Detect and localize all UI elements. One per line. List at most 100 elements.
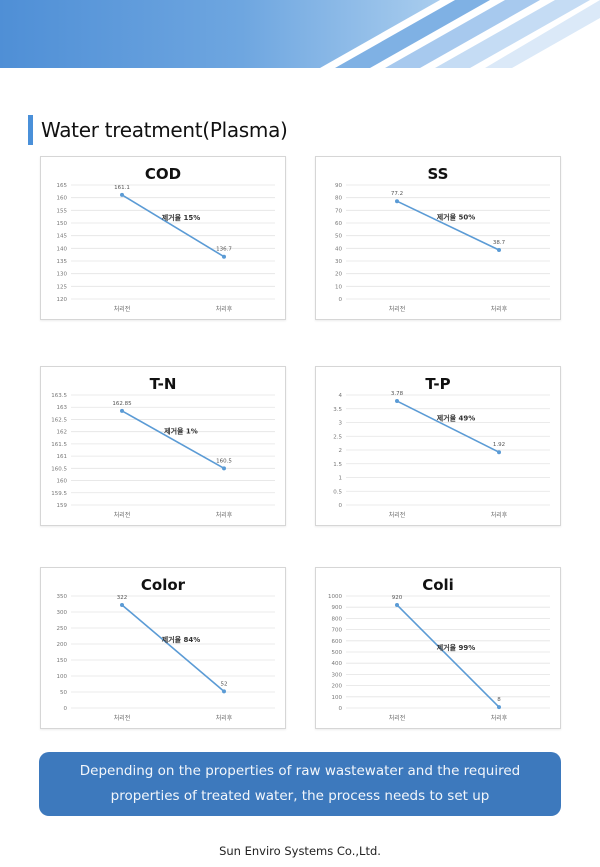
data-point [120,408,124,413]
x-tick-label: 처리후 [216,305,233,313]
chart-card-ss: SS 0 10 20 30 40 50 60 70 80 90 처리전 처리후 77.2 38.7 제거율 5… [315,156,561,320]
y-tick-label: 162.5 [51,417,67,423]
y-tick-label: 135 [57,259,68,265]
chart-title: Coli [422,576,454,594]
removal-rate-annotation: 제거율 99% [437,643,476,652]
x-tick-label: 처리전 [114,305,131,313]
x-tick-label: 처리후 [491,305,508,313]
y-tick-label: 0 [339,706,343,712]
y-tick-label: 120 [57,297,68,303]
chart-title: SS [428,165,449,183]
x-tick-label: 처리후 [216,714,233,722]
data-label: 1.92 [493,442,505,448]
y-tick-label: 1.5 [333,462,342,468]
y-tick-label: 1000 [328,594,342,600]
chart-color: Color 0 50 100 150 200 250 300 350 처리전 처리후 322 52 제거율… [57,576,275,722]
data-label: 38.7 [493,240,506,246]
removal-rate-annotation: 제거율 1% [164,427,198,436]
data-point [120,602,124,607]
section-title-accent-bar [28,115,33,145]
y-tick-label: 30 [335,259,342,265]
info-banner-text: Depending on the properties of raw waste… [79,763,521,804]
y-tick-label: 165 [57,183,68,189]
y-tick-label: 600 [332,639,343,645]
chart-coli: Coli 0 100 200 300 400 500 600 700 800 900 1000 처리전 처… [328,576,550,722]
section-title: Water treatment(Plasma) [28,114,288,146]
footer-company: Sun Enviro Systems Co.,Ltd. [219,844,381,858]
data-point [395,602,399,607]
data-point [222,689,226,694]
section-title-text: Water treatment(Plasma) [41,118,288,142]
y-tick-label: 60 [335,221,342,227]
y-tick-label: 700 [332,628,343,634]
data-label: 52 [221,681,228,687]
data-label: 920 [392,595,403,601]
y-tick-label: 161 [57,454,68,460]
data-label: 3.78 [391,391,404,397]
y-tick-label: 20 [335,272,342,278]
y-tick-label: 150 [57,658,68,664]
x-tick-label: 처리후 [216,511,233,519]
y-tick-label: 300 [332,672,343,678]
x-tick-label: 처리전 [389,511,406,519]
y-tick-label: 159.5 [51,491,67,497]
y-tick-label: 145 [57,234,68,240]
removal-rate-annotation: 제거율 50% [437,213,476,222]
y-tick-label: 900 [332,605,343,611]
x-tick-label: 처리전 [389,305,406,313]
y-tick-label: 80 [335,196,342,202]
chart-tn: T-N 159 159.5 160 160.5 161 161.5 162 162.5 163 16… [51,375,275,519]
chart-title: T-N [150,375,177,393]
chart-ss: SS 0 10 20 30 40 50 60 70 80 90 처리전 처리후 77.2 38.7 제거율 5… [335,165,550,313]
x-tick-label: 처리전 [389,714,406,722]
y-tick-label: 0 [64,706,68,712]
chart-cod: COD 120 125 130 135 140 145 150 155 160 165 처리전 처리후 1… [57,165,275,313]
data-label: 136.7 [216,247,232,253]
data-point [120,192,124,197]
y-tick-label: 100 [332,695,343,701]
chart-title: T-P [425,375,450,393]
y-tick-label: 160.5 [51,466,67,472]
data-label: 162.85 [112,401,132,407]
y-tick-label: 10 [335,284,342,290]
y-tick-label: 2.5 [333,434,342,440]
y-tick-label: 300 [57,610,68,616]
data-label: 322 [117,595,128,601]
data-label: 8 [497,697,501,703]
y-tick-label: 130 [57,272,68,278]
chart-tp: T-P 0 0.5 1 1.5 2 2.5 3 3.5 4 처리전 처리후 3.78 1.92 제거율 49… [333,375,550,519]
y-tick-label: 90 [335,183,342,189]
y-tick-label: 50 [60,690,67,696]
x-tick-label: 처리전 [114,511,131,519]
data-point [222,254,226,259]
removal-rate-annotation: 제거율 49% [437,414,476,423]
series-line [396,604,500,708]
y-tick-label: 40 [335,246,342,252]
y-tick-label: 161.5 [51,442,67,448]
y-tick-label: 163.5 [51,393,67,399]
y-tick-label: 159 [57,503,68,509]
y-tick-label: 3 [339,421,343,427]
y-tick-label: 400 [332,661,343,667]
y-tick-label: 4 [339,393,343,399]
y-tick-label: 200 [332,684,343,690]
data-label: 160.5 [216,458,232,464]
data-point [497,450,501,455]
x-tick-label: 처리후 [491,714,508,722]
removal-rate-annotation: 제거율 84% [162,635,201,644]
data-point [395,399,399,404]
y-tick-label: 162 [57,430,68,436]
chart-card-tn: T-N 159 159.5 160 160.5 161 161.5 162 162.5 163 16… [40,366,286,526]
y-tick-label: 100 [57,674,68,680]
chart-card-coli: Coli 0 100 200 300 400 500 600 700 800 900 1000 처리전 처… [315,567,561,729]
series-line [396,200,500,251]
series-line [121,604,225,692]
chart-card-cod: COD 120 125 130 135 140 145 150 155 160 165 처리전 처리후 1… [40,156,286,320]
y-tick-label: 200 [57,642,68,648]
y-tick-label: 0 [339,297,343,303]
series-line [121,194,225,258]
chart-card-color: Color 0 50 100 150 200 250 300 350 처리전 처리후 322 52 제거율… [40,567,286,729]
x-tick-label: 처리전 [114,714,131,722]
y-tick-label: 0 [339,503,343,509]
series-line [396,400,500,453]
